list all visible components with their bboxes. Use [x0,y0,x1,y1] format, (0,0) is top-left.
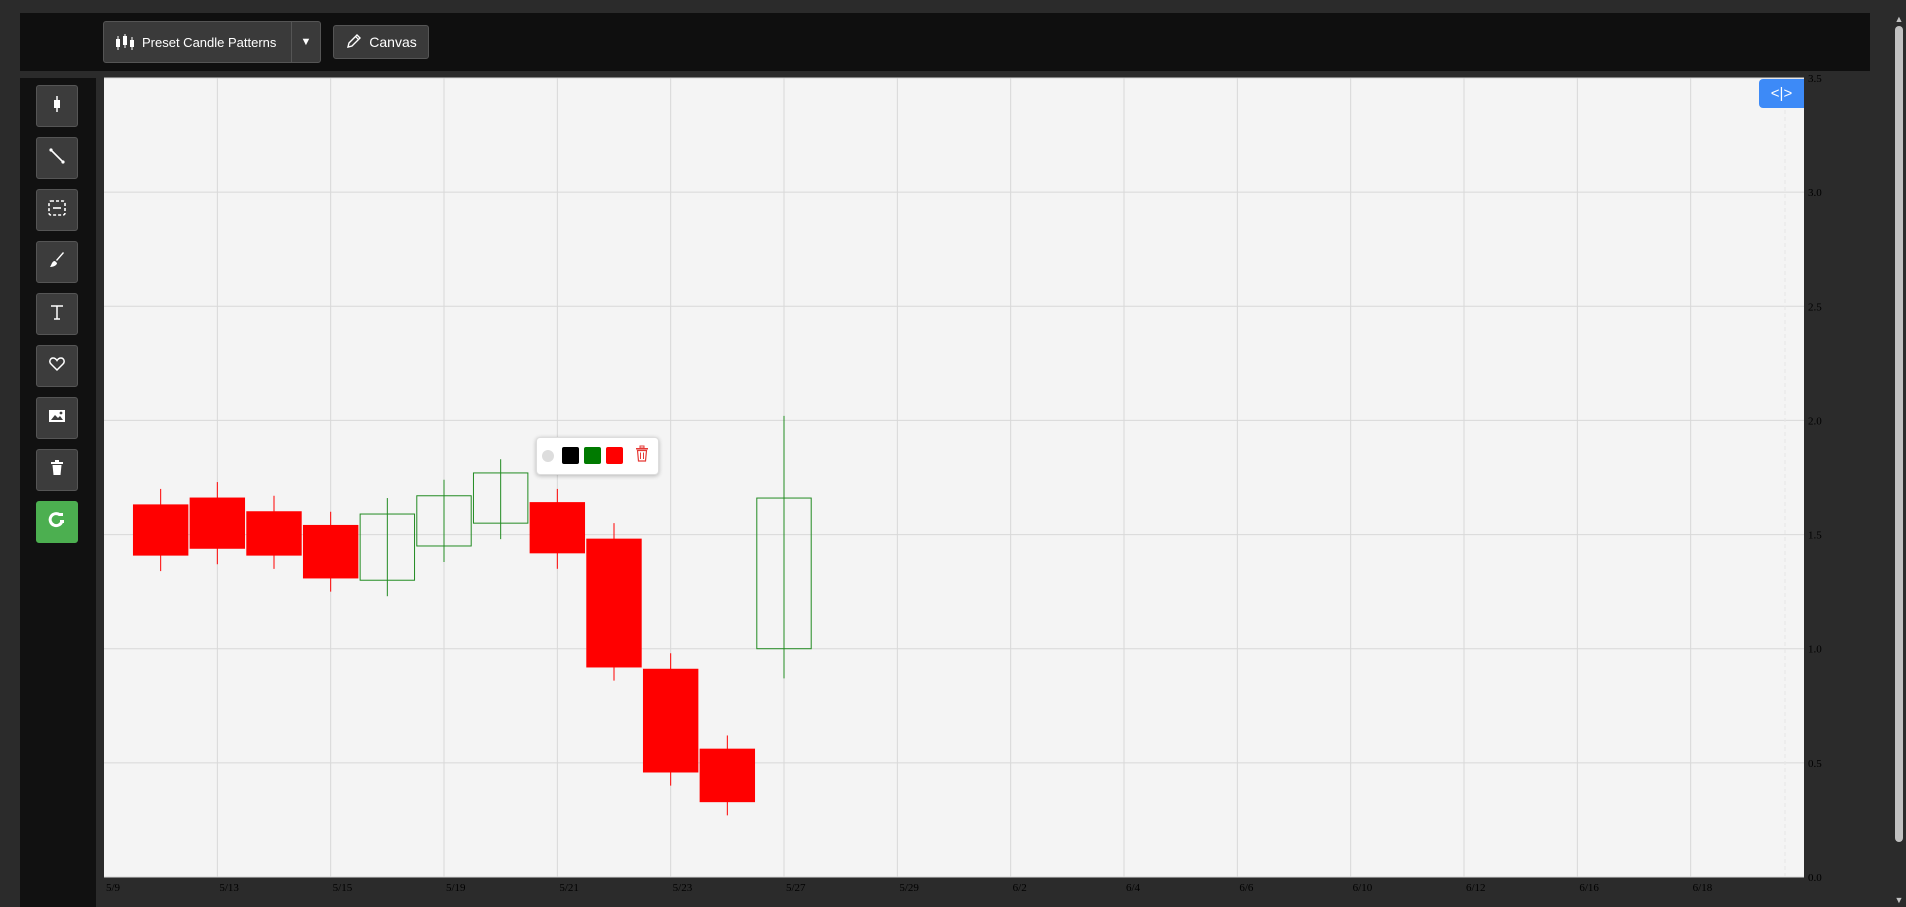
top-toolbar [20,13,1870,71]
chevron-down-icon: ▼ [300,36,312,48]
candle-body [586,538,642,668]
x-tick-label: 5/9 [106,882,121,894]
canvas-button[interactable]: Canvas [333,25,429,59]
scroll-down-icon[interactable]: ▼ [1894,895,1904,905]
candlestick-icon [114,33,136,51]
trash-icon[interactable] [635,445,649,467]
color-swatch-green[interactable] [584,447,601,464]
chart-area[interactable] [104,78,1804,877]
x-tick-label: 6/2 [1013,882,1027,894]
selection-rect-icon [47,199,67,222]
candle-body [699,748,756,803]
preset-main-button[interactable]: Preset Candle Patterns [104,22,291,62]
magnet-tool[interactable] [36,501,78,543]
candle-body [472,472,529,524]
line-icon [48,147,66,170]
x-tick-label: 6/18 [1693,882,1713,894]
x-tick-label: 6/12 [1466,882,1486,894]
x-tick-label: 5/29 [899,882,919,894]
trash-icon [50,459,64,481]
x-tick-label: 6/4 [1126,882,1141,894]
candle-tool[interactable] [36,85,78,127]
text-icon [48,303,66,326]
preset-candle-patterns-button[interactable]: Preset Candle Patterns ▼ [103,21,321,63]
y-tick-label: 3.5 [1808,73,1822,85]
canvas-label: Canvas [369,34,417,50]
x-tick-label: 6/10 [1353,882,1373,894]
preset-dropdown-toggle[interactable]: ▼ [291,22,320,62]
y-tick-label: 0.5 [1808,758,1822,770]
candle-edit-popup [536,437,659,475]
candle-body [529,502,586,554]
y-axis-panel [1804,78,1884,907]
delete-tool[interactable] [36,449,78,491]
x-tick-label: 5/13 [219,882,239,894]
candle-body [302,524,359,579]
scrollbar-thumb[interactable] [1895,26,1903,842]
y-tick-label: 2.5 [1808,301,1822,313]
y-tick-label: 1.0 [1808,644,1822,656]
candle-body [189,497,246,549]
color-dot-icon[interactable] [542,450,554,462]
candle-body [246,511,302,556]
x-tick-label: 5/21 [559,882,579,894]
candle-body [132,504,189,556]
x-tick-label: 5/19 [446,882,466,894]
image-icon [48,408,66,429]
candlestick-icon [50,95,64,118]
candle-body [359,513,416,581]
toggle-label: <|> [1770,85,1793,102]
preset-label: Preset Candle Patterns [142,34,277,50]
y-tick-label: 2.0 [1808,415,1822,427]
x-tick-label: 6/16 [1579,882,1599,894]
favorite-tool[interactable] [36,345,78,387]
image-tool[interactable] [36,397,78,439]
pencil-icon [345,32,363,53]
x-tick-label: 5/27 [786,882,806,894]
x-tick-label: 5/15 [333,882,353,894]
text-tool[interactable] [36,293,78,335]
brush-tool[interactable] [36,241,78,283]
color-swatch-red[interactable] [606,447,623,464]
color-swatch-black[interactable] [562,447,579,464]
x-tick-label: 6/6 [1239,882,1254,894]
candle-body [416,495,472,547]
x-tick-label: 5/23 [673,882,693,894]
candle-body [642,668,699,773]
panel-toggle-button[interactable]: <|> [1759,79,1804,108]
candle-body [756,497,812,650]
line-tool[interactable] [36,137,78,179]
brush-icon [48,251,66,274]
heart-icon [48,355,66,378]
y-tick-label: 1.5 [1808,530,1822,542]
magnet-icon [48,511,66,534]
rect-tool[interactable] [36,189,78,231]
y-tick-label: 3.0 [1808,187,1822,199]
y-tick-label: 0.0 [1808,872,1822,884]
scroll-up-icon[interactable]: ▲ [1894,14,1904,24]
